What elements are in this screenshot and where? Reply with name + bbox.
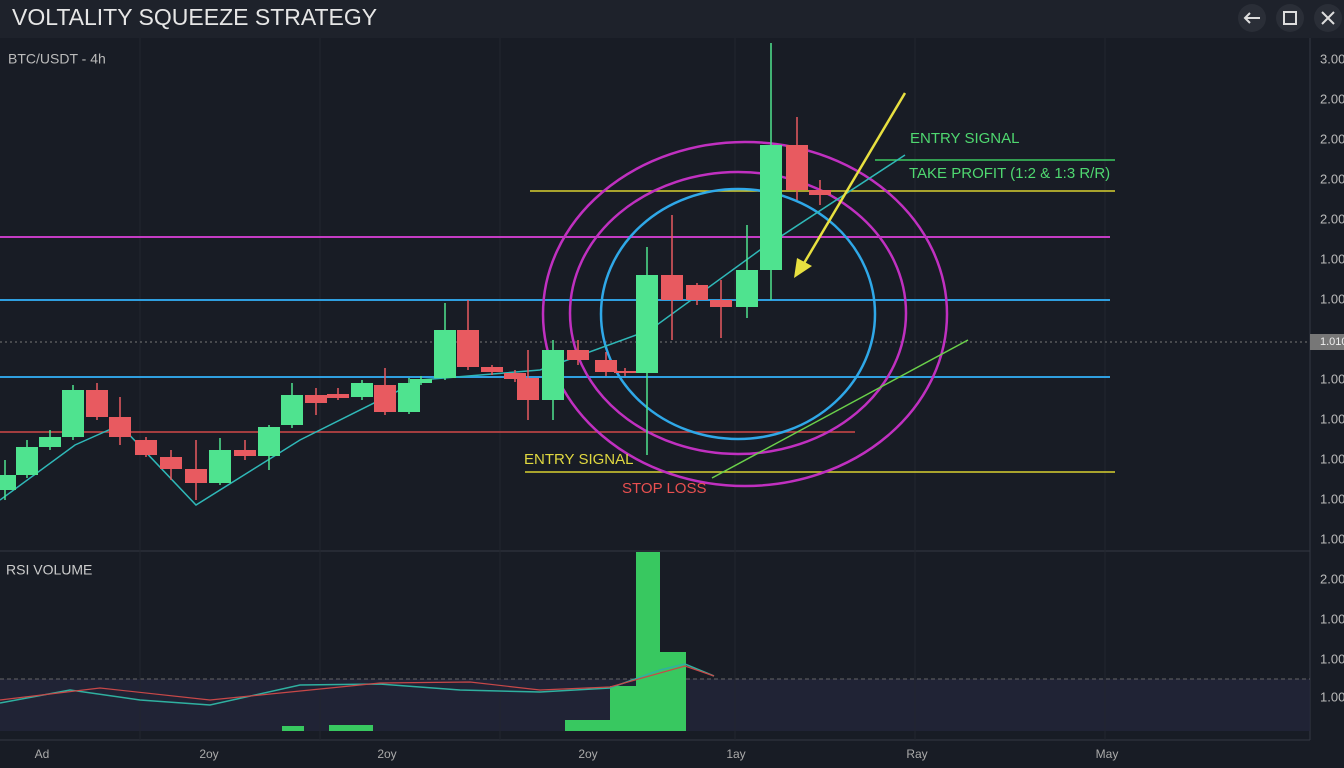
price-axis-label: 1.00 <box>1320 531 1344 546</box>
candle-body <box>39 437 61 447</box>
candle-body <box>786 145 808 190</box>
squeeze-ring <box>599 187 877 441</box>
price-axis-label: 1.00 <box>1320 491 1344 506</box>
time-axis-label: Ad <box>35 747 50 761</box>
candle-body <box>410 379 432 383</box>
price-axis-label: 2.00 <box>1320 91 1344 106</box>
symbol-label: BTC/USDT - 4h <box>8 51 106 67</box>
chart-layer: ENTRY SIGNAL TAKE PROFIT (1:2 & 1:3 R/R) E… <box>0 38 1344 761</box>
candle-body <box>595 360 617 372</box>
candle-body <box>398 383 420 412</box>
time-axis-label: 2oy <box>199 747 218 761</box>
candle-body <box>434 330 456 378</box>
arrow-head <box>794 258 812 278</box>
price-axis-label: 1.010 <box>1320 336 1344 348</box>
volume-bar <box>565 720 610 731</box>
price-axis-label: 1.00 <box>1320 251 1344 266</box>
annotation: TAKE PROFIT (1:2 & 1:3 R/R) <box>909 165 1110 182</box>
candle-body <box>16 447 38 475</box>
maximize-icon <box>1283 11 1297 25</box>
candle-body <box>567 350 589 360</box>
price-axis-label: 1.00 <box>1320 451 1344 466</box>
time-axis-label: 1ay <box>726 747 745 761</box>
price-axis-label: 1.00 <box>1320 371 1344 386</box>
volume-bar <box>660 652 686 731</box>
rsi-signal <box>0 665 715 701</box>
window-title: VOLTALITY SQUEEZE STRATEGY <box>12 4 377 30</box>
candle-body <box>351 383 373 397</box>
volume-axis-label: 1.00 <box>1320 611 1344 626</box>
volume-axis-label: 1.00 <box>1320 651 1344 666</box>
trendline <box>711 339 969 479</box>
annotation: ENTRY SIGNAL <box>910 130 1019 147</box>
maximize-button[interactable] <box>1276 4 1304 32</box>
price-axis-label: 3.000 <box>1320 51 1344 66</box>
squeeze-ring <box>568 170 908 456</box>
candle-body <box>636 275 658 373</box>
candle-body <box>661 275 683 300</box>
candle-body <box>686 285 708 300</box>
annotation: ENTRY SIGNAL <box>524 451 633 468</box>
candle-body <box>504 373 526 379</box>
candle-body <box>281 395 303 425</box>
volume-bar <box>636 552 660 731</box>
candle-body <box>109 417 131 437</box>
annotation: STOP LOSS <box>622 480 707 497</box>
candle-body <box>185 469 207 483</box>
volume-bar <box>282 726 304 731</box>
title-bar <box>0 0 1344 38</box>
candle-body <box>62 390 84 437</box>
candle-body <box>614 371 636 373</box>
price-axis-label: 1.00 <box>1320 411 1344 426</box>
time-axis-label: May <box>1096 747 1119 761</box>
annotation-arrow <box>798 92 907 271</box>
squeeze-ring <box>541 140 949 488</box>
candle-body <box>209 450 231 483</box>
price-axis-label: 2.00 <box>1320 211 1344 226</box>
candle-body <box>258 427 280 456</box>
rsi-line <box>0 663 715 706</box>
price-tag <box>1310 334 1344 350</box>
candle-body <box>135 440 157 455</box>
volume-axis-label: 1.00 <box>1320 689 1344 704</box>
candle-body <box>86 390 108 417</box>
candle-body <box>760 145 782 270</box>
time-axis-label: 2oy <box>578 747 597 761</box>
volume-bar <box>610 686 636 731</box>
candle-body <box>457 330 479 367</box>
candle-body <box>160 457 182 469</box>
volume-axis-label: 2.00 <box>1320 571 1344 586</box>
close-icon <box>1321 11 1335 25</box>
back-icon <box>1243 12 1260 24</box>
candle-body <box>305 395 327 403</box>
candle-body <box>374 385 396 412</box>
time-axis-label: Ray <box>906 747 927 761</box>
candle-body <box>327 394 349 398</box>
candle-body <box>481 367 503 372</box>
candle-body <box>517 378 539 400</box>
candle-body <box>0 475 16 490</box>
price-axis-label: 2.00 <box>1320 131 1344 146</box>
candle-body <box>736 270 758 307</box>
price-axis-label: 1.00 <box>1320 291 1344 306</box>
time-axis-label: 2oy <box>377 747 396 761</box>
candle-body <box>542 350 564 400</box>
volume-pane-label: RSI VOLUME <box>6 562 92 578</box>
candle-body <box>234 450 256 456</box>
candle-body <box>809 190 831 195</box>
volume-bar <box>329 725 373 731</box>
candle-body <box>710 300 732 307</box>
price-axis-label: 2.00 <box>1320 171 1344 186</box>
